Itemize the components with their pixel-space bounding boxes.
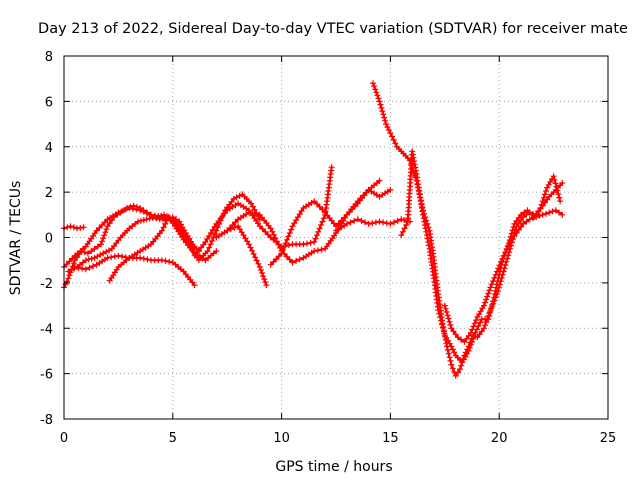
- x-tick-label: 20: [491, 431, 508, 446]
- y-tick-label: 4: [45, 141, 53, 156]
- x-tick-label: 10: [273, 431, 290, 446]
- y-axis-label: SDTVAR / TECUs: [8, 181, 24, 296]
- plus-markers: [370, 80, 566, 379]
- y-tick-label: -6: [40, 368, 53, 383]
- data-series: [61, 80, 566, 379]
- series-track: [443, 209, 564, 343]
- plus-markers: [333, 216, 413, 234]
- series-pass-11: [333, 216, 413, 234]
- x-axis-label: GPS time / hours: [275, 459, 392, 475]
- series-pass-2: [61, 202, 202, 291]
- x-tick-label: 15: [382, 431, 399, 446]
- y-tick-label: -2: [40, 277, 53, 292]
- plus-markers: [61, 202, 202, 291]
- plus-markers: [213, 223, 270, 289]
- series-pass-12: [370, 80, 566, 379]
- series-pass-8: [213, 223, 270, 289]
- plus-markers: [267, 177, 383, 268]
- y-tick-label: 8: [45, 50, 53, 65]
- series-pass-10: [267, 177, 383, 268]
- y-tick-label: -8: [40, 413, 53, 428]
- plus-markers: [106, 214, 220, 284]
- grid: [64, 56, 608, 419]
- series-track: [400, 150, 562, 364]
- axis-ticks: 0 5 10 15 20 25 -8 -6 -4 -2 0 2 4 6 8: [40, 50, 616, 446]
- series-pass-1: [61, 223, 87, 232]
- x-tick-label: 5: [169, 431, 177, 446]
- series-pass-14: [441, 207, 566, 345]
- y-tick-label: 6: [45, 95, 53, 110]
- plus-markers: [441, 207, 566, 345]
- series-pass-6: [106, 214, 220, 284]
- y-tick-label: 2: [45, 186, 53, 201]
- series-track: [371, 82, 564, 377]
- x-tick-label: 0: [60, 431, 68, 446]
- chart-title: Day 213 of 2022, Sidereal Day-to-day VTE…: [38, 21, 628, 37]
- plus-markers: [61, 223, 87, 232]
- y-tick-label: 0: [45, 232, 53, 247]
- series-track: [73, 254, 196, 287]
- x-tick-label: 25: [600, 431, 617, 446]
- y-tick-label: -4: [40, 322, 53, 337]
